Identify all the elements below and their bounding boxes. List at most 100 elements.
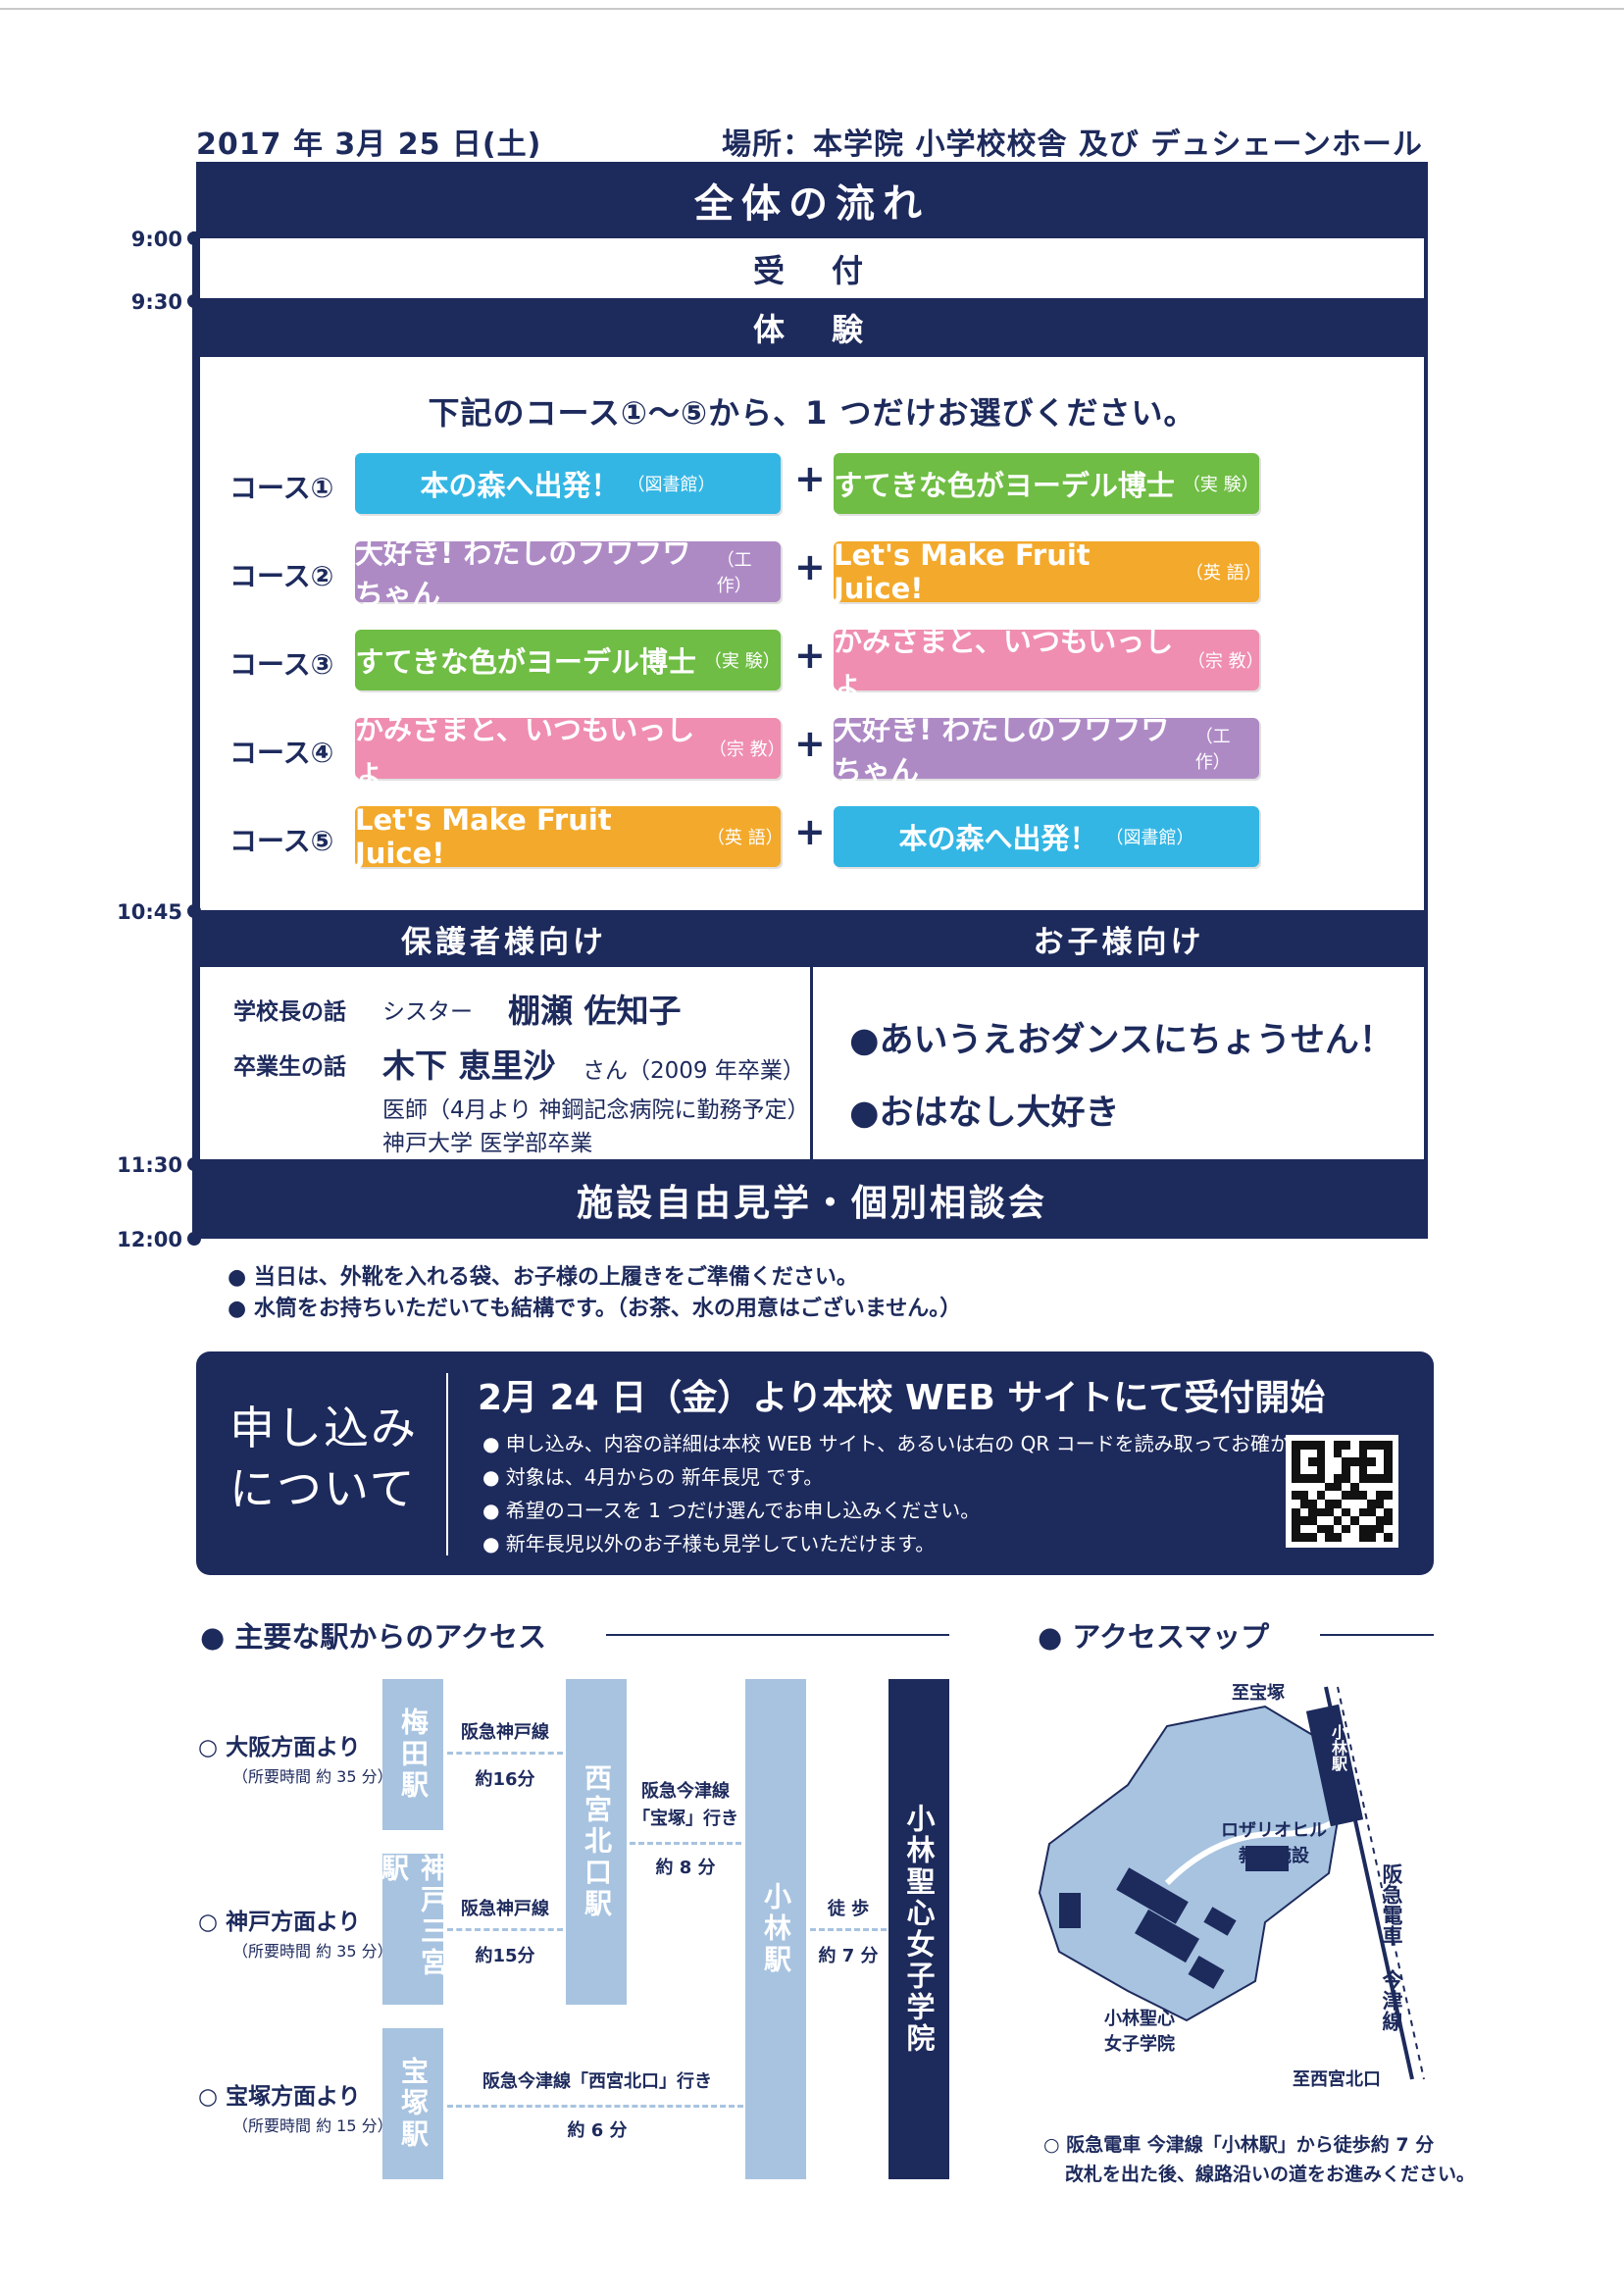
map-label-north: 至宝塚 <box>1232 1683 1285 1704</box>
station-takarazuka: 宝塚駅 <box>382 2028 443 2179</box>
map-note: ○ 阪急電車 今津線「小林駅」から徒歩約 7 分 <box>1043 2134 1435 2156</box>
plus-sign: + <box>794 634 826 677</box>
children-item: ●おはなし大好き <box>849 1094 1120 1133</box>
application-box <box>196 1351 1434 1575</box>
alumni-label: 卒業生の話 <box>233 1054 346 1080</box>
route-time: （所要時間 約 35 分） <box>232 1767 393 1786</box>
qr-module <box>1375 1524 1385 1534</box>
qr-module <box>1299 1516 1309 1525</box>
qr-module <box>1375 1474 1385 1483</box>
qr-module <box>1367 1507 1376 1517</box>
school-building <box>1059 1893 1081 1928</box>
route-origin: ○ 宝塚方面より <box>198 2084 361 2110</box>
route-line: 阪急神戸線 <box>461 1722 549 1743</box>
qr-module <box>1350 1482 1359 1492</box>
qr-module <box>1376 1533 1385 1542</box>
qr-module <box>1299 1474 1309 1483</box>
station-nishinomiya: 西宮北口駅 <box>566 1679 627 2005</box>
principal-name: 棚瀬 佐知子 <box>508 992 682 1030</box>
route-duration: 約 6 分 <box>567 2120 628 2141</box>
principal-title: シスター <box>382 999 473 1025</box>
experience-band: 体 験 <box>196 298 1428 357</box>
qr-module <box>1342 1533 1350 1542</box>
qr-module <box>1384 1500 1393 1508</box>
course-label: コース⑤ <box>229 825 334 857</box>
qr-module <box>1350 1491 1359 1501</box>
qr-module <box>1299 1533 1309 1542</box>
qr-module <box>1342 1516 1350 1525</box>
alumni-detail: 神戸大学 医学部卒業 <box>382 1131 593 1156</box>
qr-module <box>1358 1533 1368 1542</box>
qr-module <box>1292 1507 1300 1517</box>
school-building <box>1188 1955 1225 1990</box>
qr-module <box>1292 1483 1300 1492</box>
qr-module <box>1300 1483 1309 1492</box>
qr-module <box>1325 1466 1334 1475</box>
qr-module <box>1384 1474 1393 1483</box>
qr-module <box>1292 1449 1300 1458</box>
obayashi-station-marker <box>1305 1704 1364 1827</box>
alumni-detail: 医師（4月より 神鋼記念病院に勤務予定） <box>382 1097 810 1123</box>
qr-module <box>1292 1491 1300 1501</box>
qr-module <box>1292 1465 1300 1475</box>
qr-module <box>1334 1508 1343 1517</box>
application-item: ● 対象は、4月からの 新年長児 です。 <box>482 1465 824 1489</box>
qr-code-icon[interactable] <box>1286 1435 1398 1548</box>
route-dash <box>447 1752 563 1755</box>
qr-module <box>1333 1516 1343 1525</box>
note: ● 当日は、外靴を入れる袋、お子様の上履きをご準備ください。 <box>228 1265 858 1290</box>
course-3-right: かみさまと、いつもいっしょ （宗 教） <box>834 625 1264 699</box>
top-rule <box>0 8 1624 10</box>
course-label: コース② <box>229 560 334 592</box>
qr-module <box>1350 1450 1359 1458</box>
qr-module <box>1292 1441 1300 1450</box>
qr-module <box>1325 1500 1334 1508</box>
qr-module <box>1316 1457 1326 1466</box>
qr-module <box>1333 1482 1343 1492</box>
qr-module <box>1384 1483 1393 1492</box>
qr-module <box>1308 1491 1317 1500</box>
qr-module <box>1384 1441 1393 1450</box>
map-station-label: 小林駅 <box>1329 1724 1347 1771</box>
qr-module <box>1367 1491 1376 1500</box>
event-location: 場所：本学院 小学校校舎 及び デュシェーンホール <box>722 127 1423 162</box>
course-2-left: 大好き! わたしのフワフワちゃん （工 作） <box>355 536 781 611</box>
time-label: 9:00 <box>130 228 182 251</box>
map-railway-label: 阪急電車 今津線 <box>1380 1863 1403 2031</box>
qr-module <box>1325 1491 1334 1500</box>
application-item: ● 新年長児以外のお子様も見学していただけます。 <box>482 1532 936 1555</box>
application-item: ● 申し込み、内容の詳細は本校 WEB サイト、あるいは右の QR コードを読み… <box>482 1432 1408 1455</box>
qr-module <box>1358 1457 1368 1466</box>
qr-module <box>1342 1491 1351 1501</box>
route-line: 阪急今津線 <box>641 1781 730 1802</box>
qr-module <box>1292 1474 1300 1483</box>
course-5-left: Let's Make Fruit Juice! （英 語） <box>355 803 784 870</box>
qr-module <box>1367 1457 1376 1466</box>
qr-module <box>1308 1507 1317 1517</box>
application-title: 申し込み について <box>229 1402 418 1515</box>
qr-module <box>1384 1525 1393 1534</box>
qr-module <box>1358 1441 1368 1450</box>
qr-module <box>1316 1524 1326 1534</box>
qr-module <box>1308 1466 1317 1475</box>
qr-module <box>1367 1500 1376 1508</box>
qr-module <box>1292 1533 1300 1542</box>
qr-module <box>1350 1516 1359 1525</box>
qr-module <box>1376 1457 1385 1466</box>
qr-module <box>1384 1491 1393 1501</box>
qr-module <box>1300 1508 1309 1517</box>
parents-header: 保護者様向け <box>196 910 812 967</box>
qr-module <box>1325 1450 1334 1458</box>
qr-module <box>1375 1491 1385 1501</box>
qr-module <box>1333 1449 1343 1458</box>
qr-module <box>1316 1507 1326 1517</box>
qr-module <box>1308 1457 1317 1466</box>
qr-module <box>1325 1524 1334 1534</box>
course-instruction: 下記のコース①～⑤から、1 つだけお選びください。 <box>428 394 1196 432</box>
qr-module <box>1342 1450 1350 1458</box>
school-building <box>1135 1909 1199 1963</box>
qr-module <box>1350 1441 1359 1450</box>
time-label: 12:00 <box>117 1228 182 1251</box>
schedule-title: 全体の流れ <box>196 162 1428 238</box>
qr-module <box>1334 1525 1343 1534</box>
